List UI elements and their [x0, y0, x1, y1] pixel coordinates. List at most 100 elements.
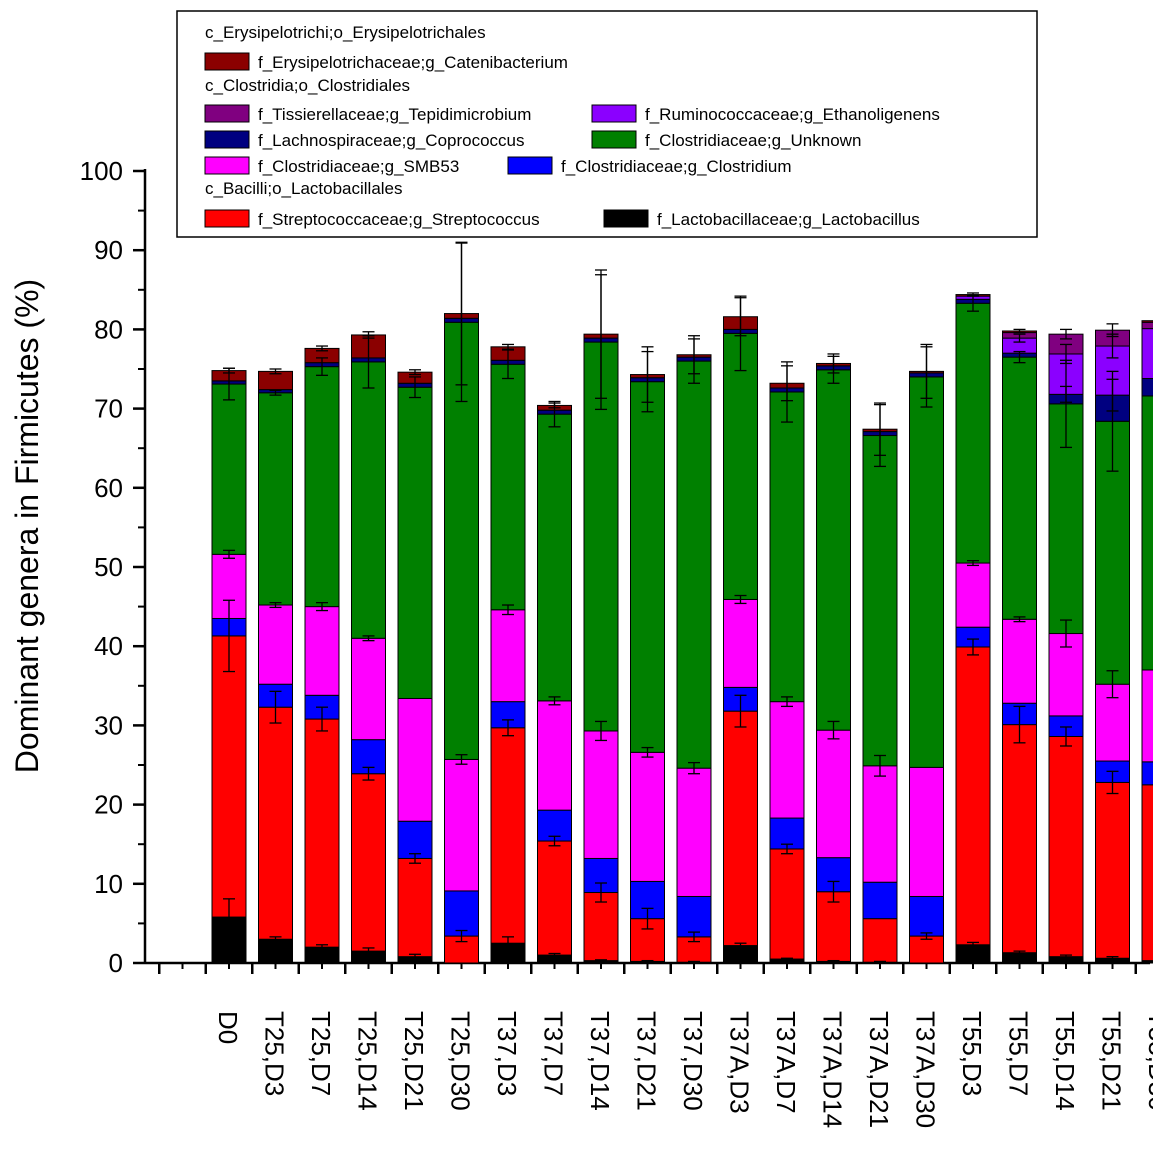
x-tick-label: T37A,D21 [864, 1011, 894, 1128]
bar-segment [816, 729, 851, 859]
bar-segment [444, 890, 479, 937]
y-tick-label: 30 [94, 710, 123, 740]
x-tick-label: T37,D3 [492, 1011, 522, 1096]
bar-segment [351, 637, 386, 741]
bar-segment [490, 727, 526, 944]
bar-segment [1141, 960, 1153, 964]
bar-segment [909, 766, 944, 897]
y-tick-label: 40 [94, 631, 123, 661]
x-tick-label: T37A,D3 [725, 1011, 755, 1114]
legend-group-label: c_Erysipelotrichi;o_Erysipelotrichales [205, 23, 486, 42]
bar-segment [1048, 735, 1084, 958]
bar-segment [304, 366, 340, 608]
legend-entry-label: f_Lactobacillaceae;g_Lactobacillus [657, 210, 920, 229]
bar-segment [1141, 669, 1153, 763]
x-tick-label: T37A,D30 [911, 1011, 941, 1128]
x-tick-label: T25,D21 [399, 1011, 429, 1111]
bar-segment [1002, 356, 1037, 620]
legend: c_Erysipelotrichi;o_Erysipelotrichales f_… [176, 10, 1038, 238]
bar-segment [537, 700, 572, 811]
y-tick-label: 50 [94, 552, 123, 582]
bar-segment [258, 392, 293, 606]
x-tick-label: T25,D3 [260, 1011, 290, 1096]
x-tick-label: T37,D14 [585, 1011, 615, 1111]
bar-segment [723, 332, 758, 600]
bar-segment [1141, 320, 1153, 323]
bar-segment [909, 895, 944, 937]
error-bars [223, 241, 1119, 964]
bar-segment [909, 935, 944, 964]
bar-segment [304, 606, 340, 696]
legend-swatch [204, 130, 250, 149]
bar-segment [630, 751, 665, 882]
bars [211, 294, 1153, 964]
bar-segment [1141, 761, 1153, 786]
y-tick-label: 80 [94, 314, 123, 344]
x-tick-label: T55,D3 [957, 1011, 987, 1096]
bar-segment [1141, 395, 1153, 671]
legend-group-label: c_Clostridia;o_Clostridiales [205, 76, 410, 95]
y-tick-label: 0 [109, 948, 123, 978]
x-tick-label: T37A,D14 [818, 1011, 848, 1128]
bar-segment [537, 413, 572, 702]
x-tick-label: T37,D30 [678, 1011, 708, 1111]
legend-entry-label: f_Erysipelotrichaceae;g_Catenibacterium [258, 53, 568, 72]
bar-segment [676, 895, 712, 938]
bar-segment [490, 609, 526, 703]
x-tick-label: T55,D14 [1050, 1011, 1080, 1111]
bar-segment [862, 881, 898, 920]
bar-segment [1141, 784, 1153, 962]
bar-segment [769, 391, 805, 703]
legend-swatch [591, 130, 637, 149]
legend-swatch [204, 104, 250, 123]
x-tick-label: T55,D7 [1004, 1011, 1034, 1096]
y-tick-label: 60 [94, 473, 123, 503]
y-tick-label: 10 [94, 869, 123, 899]
legend-swatch [204, 52, 250, 71]
bar-segment [955, 646, 991, 946]
legend-entry-label: f_Streptococcaceae;g_Streptococcus [258, 210, 540, 229]
bar-segment [676, 767, 712, 897]
bar-segment [630, 381, 665, 753]
bar-segment [769, 848, 805, 960]
y-axis-ticks: 0 10 20 30 40 50 60 70 80 90 100 [80, 156, 145, 978]
x-tick-label: T25,D14 [353, 1011, 383, 1111]
bar-segment [304, 718, 340, 948]
bar-segment [397, 857, 433, 958]
x-tick-label: T55,D21 [1097, 1011, 1127, 1111]
bar-segment [955, 562, 991, 628]
legend-swatch [603, 209, 649, 228]
bar-segment [676, 360, 712, 769]
legend-entry-label: f_Clostridiaceae;g_Clostridium [561, 157, 792, 176]
bar-segment [211, 635, 247, 918]
bar-segment [397, 820, 433, 859]
legend-entry-label: f_Tissierellaceae;g_Tepidimicrobium [258, 105, 531, 124]
bar-segment [816, 369, 851, 731]
x-tick-label: T37,D7 [539, 1011, 569, 1096]
bar-segment [816, 891, 851, 962]
x-tick-label: T37,D21 [632, 1011, 662, 1111]
x-tick-label: T37A,D7 [771, 1011, 801, 1114]
legend-swatch [204, 156, 250, 175]
bar-segment [1141, 378, 1153, 397]
legend-entry-label: f_Lachnospiraceae;g_Coprococcus [258, 131, 525, 150]
y-tick-label: 100 [80, 156, 123, 186]
bar-segment [211, 383, 247, 555]
bar-segment [444, 758, 479, 892]
legend-group-label: c_Bacilli;o_Lactobacillales [205, 179, 403, 198]
bar-segment [351, 773, 386, 952]
bar-segment [258, 706, 293, 940]
bar-segment [258, 604, 293, 685]
bar-segment [1141, 328, 1153, 380]
bar-segment [909, 376, 944, 768]
bar-segment [583, 892, 619, 962]
legend-entry-label: f_Ruminococcaceae;g_Ethanoligenens [645, 105, 940, 124]
bar-segment [1002, 724, 1037, 954]
bar-segment [723, 598, 758, 688]
y-tick-label: 70 [94, 394, 123, 424]
x-axis-ticks: D0 T25,D3 T25,D7 T25,D14 T25,D21 T25,D30 T37,D… [158, 963, 1153, 1128]
x-tick-label: D0 [213, 1011, 243, 1044]
x-tick-label: T25,D30 [446, 1011, 476, 1111]
legend-entry-label: f_Clostridiaceae;g_Unknown [645, 131, 861, 150]
